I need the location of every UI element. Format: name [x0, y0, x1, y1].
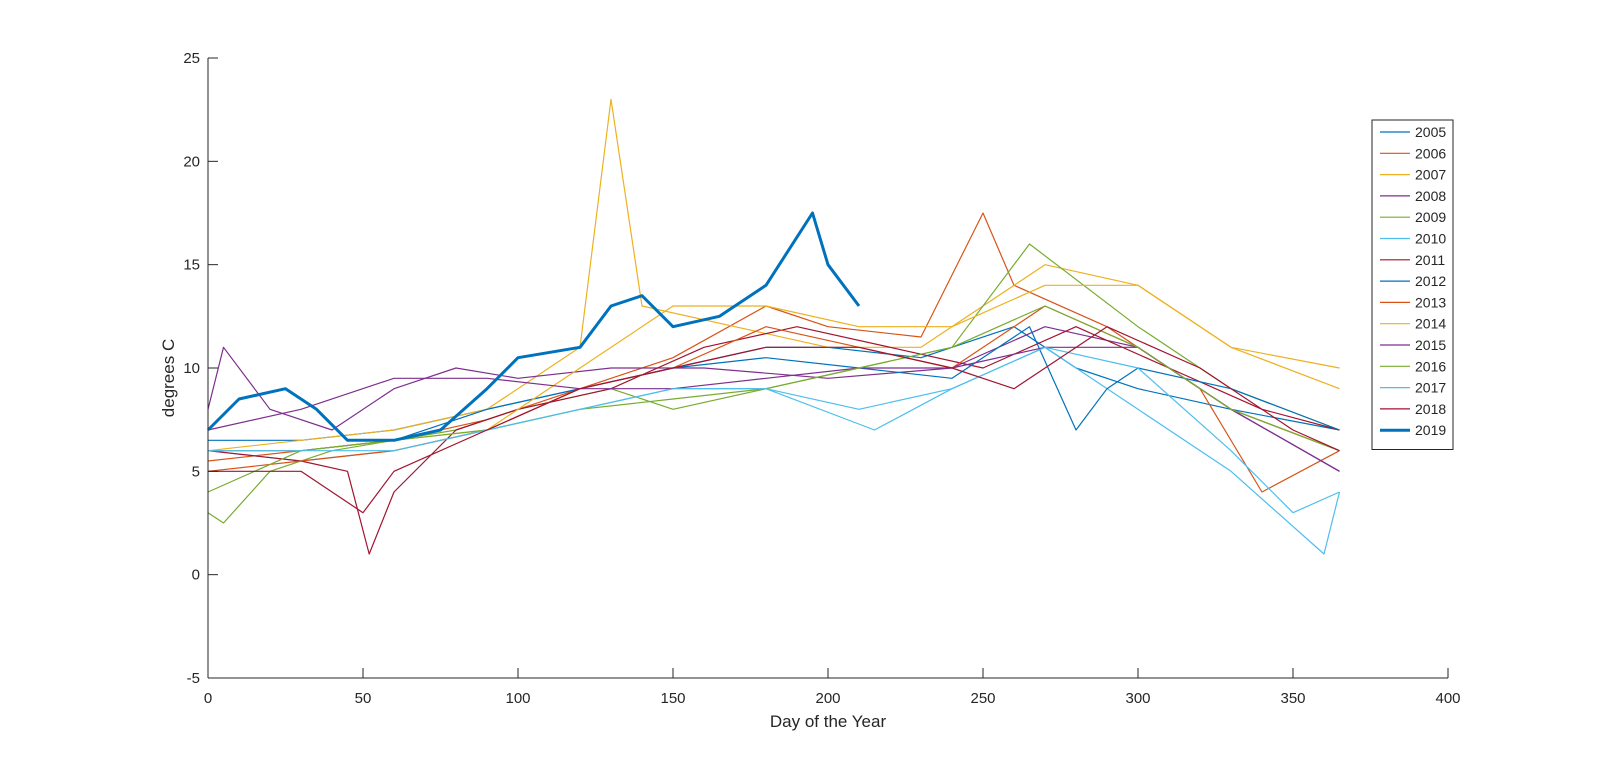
- x-tick-label: 150: [660, 690, 685, 707]
- x-tick-label: 300: [1125, 690, 1150, 707]
- x-tick-label: 100: [505, 690, 530, 707]
- y-axis-label: degrees C: [159, 339, 178, 417]
- series-line-2013: [207, 305, 1340, 472]
- series-line-2018: [208, 326, 1340, 514]
- y-tick-label: 10: [183, 360, 200, 377]
- series-line-2017: [208, 346, 1340, 514]
- legend-label-2006: 2006: [1415, 145, 1446, 161]
- y-tick-label: 15: [183, 257, 200, 274]
- x-tick-label: 400: [1435, 690, 1460, 707]
- x-tick-label: 50: [355, 690, 372, 707]
- legend-label-2018: 2018: [1415, 401, 1446, 417]
- legend-label-2017: 2017: [1415, 380, 1446, 396]
- legend-label-2015: 2015: [1415, 337, 1446, 353]
- legend-label-2019: 2019: [1415, 422, 1446, 438]
- y-tick-label: -5: [187, 670, 200, 687]
- legend-label-2009: 2009: [1415, 209, 1446, 225]
- y-tick-label: 20: [183, 153, 200, 170]
- legend-label-2014: 2014: [1415, 316, 1446, 332]
- legend-label-2012: 2012: [1415, 273, 1446, 289]
- x-tick-label: 350: [1280, 690, 1305, 707]
- legend-label-2005: 2005: [1415, 124, 1446, 140]
- plot-lines: [206, 98, 1341, 555]
- y-tick-label: 5: [192, 463, 200, 480]
- x-tick-label: 200: [815, 690, 840, 707]
- legend-label-2007: 2007: [1415, 167, 1446, 183]
- x-axis-label: Day of the Year: [770, 712, 887, 731]
- legend-label-2011: 2011: [1415, 252, 1445, 268]
- legend-label-2010: 2010: [1415, 231, 1446, 247]
- y-tick-label: 25: [183, 50, 200, 67]
- series-line-2007: [207, 98, 1340, 452]
- series-line-2019: [206, 211, 861, 442]
- x-tick-label: 0: [204, 690, 212, 707]
- legend-label-2013: 2013: [1415, 294, 1446, 310]
- legend-label-2016: 2016: [1415, 358, 1446, 374]
- legend[interactable]: 2005 2006 2007 2008 2009 2010 2011 2012 2013 2014…: [1371, 119, 1454, 450]
- x-tick-label: 250: [970, 690, 995, 707]
- legend-label-2008: 2008: [1415, 188, 1446, 204]
- y-tick-label: 0: [192, 567, 200, 584]
